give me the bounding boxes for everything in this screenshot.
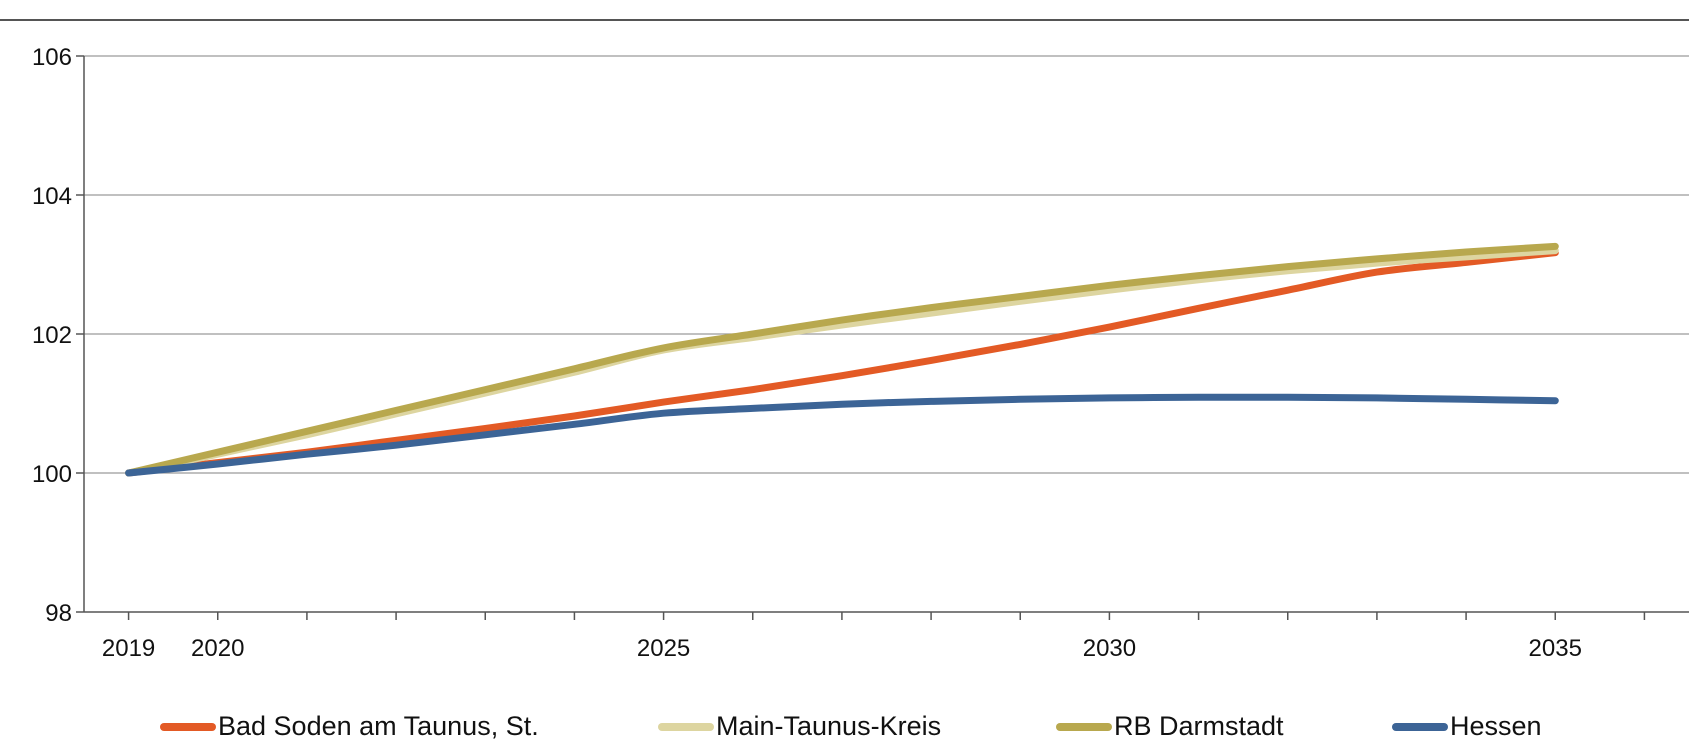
legend-item-bad-soden: Bad Soden am Taunus, St. bbox=[160, 707, 539, 746]
x-tick-labels: 2019 2020 2025 2030 2035 bbox=[102, 635, 1582, 662]
legend-swatch bbox=[160, 722, 216, 731]
legend-item-rb-darmstadt: RB Darmstadt bbox=[1056, 707, 1284, 746]
series-line-rb-darmstadt bbox=[125, 242, 1559, 477]
legend-label: RB Darmstadt bbox=[1114, 711, 1284, 741]
gridlines bbox=[84, 55, 1689, 474]
legend-item-hessen: Hessen bbox=[1392, 707, 1542, 746]
y-tick-labels: 98 100 102 104 106 bbox=[32, 44, 72, 627]
x-tick-label-2035: 2035 bbox=[1529, 635, 1582, 662]
legend-label: Main-Taunus-Kreis bbox=[716, 711, 942, 741]
legend-swatch bbox=[658, 722, 714, 731]
y-tick-label-100: 100 bbox=[32, 461, 72, 488]
legend-label: Bad Soden am Taunus, St. bbox=[218, 711, 539, 741]
axes bbox=[76, 55, 1689, 620]
series-line-main-taunus-kreis bbox=[125, 247, 1559, 477]
y-tick-label-98: 98 bbox=[45, 600, 72, 627]
x-tick-label-2030: 2030 bbox=[1083, 635, 1136, 662]
series-line-hessen bbox=[125, 393, 1559, 477]
legend: Bad Soden am Taunus, St. Main-Taunus-Kre… bbox=[0, 707, 1689, 746]
x-tick-label-2019: 2019 bbox=[102, 635, 155, 662]
y-tick-label-106: 106 bbox=[32, 44, 72, 71]
legend-label: Hessen bbox=[1450, 711, 1542, 741]
legend-swatch bbox=[1056, 722, 1112, 731]
series-lines bbox=[125, 242, 1559, 477]
legend-item-main-taunus-kreis: Main-Taunus-Kreis bbox=[658, 707, 941, 746]
y-tick-label-102: 102 bbox=[32, 322, 72, 349]
series-line-bad-soden-am-taunus-st bbox=[125, 249, 1559, 477]
x-tick-label-2025: 2025 bbox=[637, 635, 690, 662]
y-tick-label-104: 104 bbox=[32, 183, 72, 210]
x-tick-label-2020: 2020 bbox=[191, 635, 244, 662]
legend-swatch bbox=[1392, 722, 1448, 731]
